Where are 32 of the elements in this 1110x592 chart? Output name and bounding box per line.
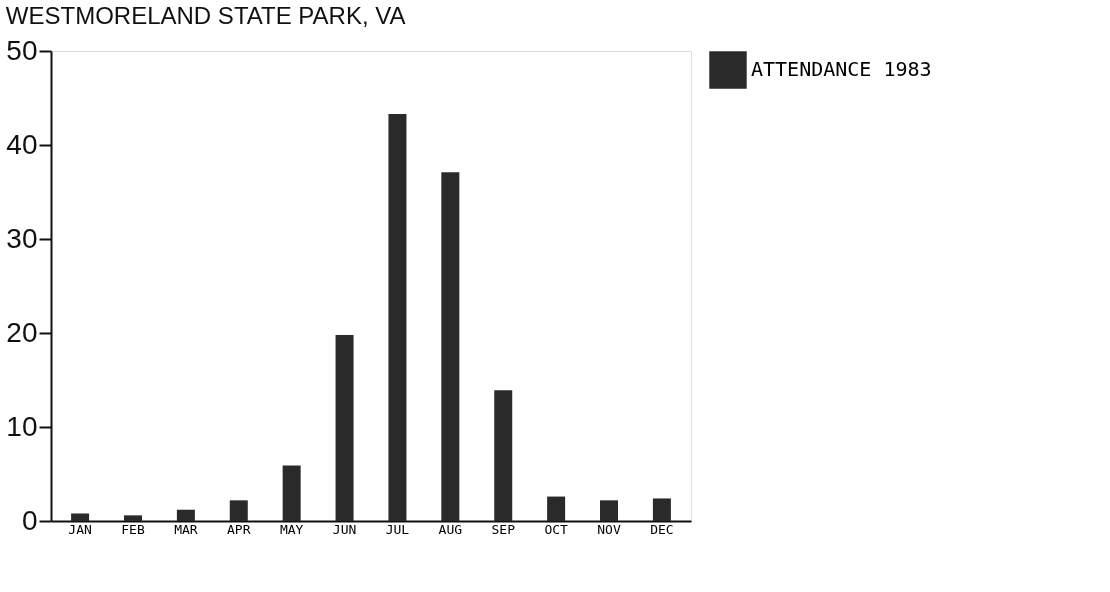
bar bbox=[441, 172, 460, 521]
bar bbox=[494, 390, 513, 521]
y-tick-label: 50 bbox=[6, 34, 38, 66]
x-tick-label: MAY bbox=[279, 521, 304, 537]
x-tick-label: AUG bbox=[438, 521, 463, 537]
y-tick-label: 10 bbox=[6, 410, 38, 442]
x-tick-label: NOV bbox=[597, 521, 621, 537]
x-tick-label: JUL bbox=[385, 521, 410, 537]
bar bbox=[229, 500, 248, 521]
chart-title: WESTMORELAND STATE PARK, VA bbox=[5, 2, 406, 29]
bar bbox=[388, 113, 407, 521]
x-tick-label: DEC bbox=[650, 521, 674, 537]
bar bbox=[123, 515, 142, 521]
x-tick-label: OCT bbox=[544, 521, 569, 537]
bar bbox=[176, 509, 195, 521]
bar bbox=[282, 465, 301, 521]
x-tick-label: FEB bbox=[121, 521, 145, 537]
x-tick-label: SEP bbox=[491, 521, 516, 537]
x-tick-label: JUN bbox=[332, 521, 357, 537]
x-tick-label: MAR bbox=[174, 521, 198, 537]
y-tick-label: 0 bbox=[21, 504, 38, 536]
y-tick-label: 20 bbox=[6, 316, 38, 348]
bar bbox=[600, 500, 619, 521]
bar bbox=[652, 498, 671, 521]
bar bbox=[71, 513, 90, 521]
x-tick-label: APR bbox=[227, 521, 251, 537]
bar bbox=[547, 496, 566, 521]
bar bbox=[335, 334, 354, 521]
y-tick-label: 40 bbox=[6, 128, 38, 160]
x-tick-label: JAN bbox=[68, 521, 92, 537]
legend-label: ATTENDANCE 1983 bbox=[751, 57, 932, 81]
y-tick-label: 30 bbox=[6, 222, 38, 254]
